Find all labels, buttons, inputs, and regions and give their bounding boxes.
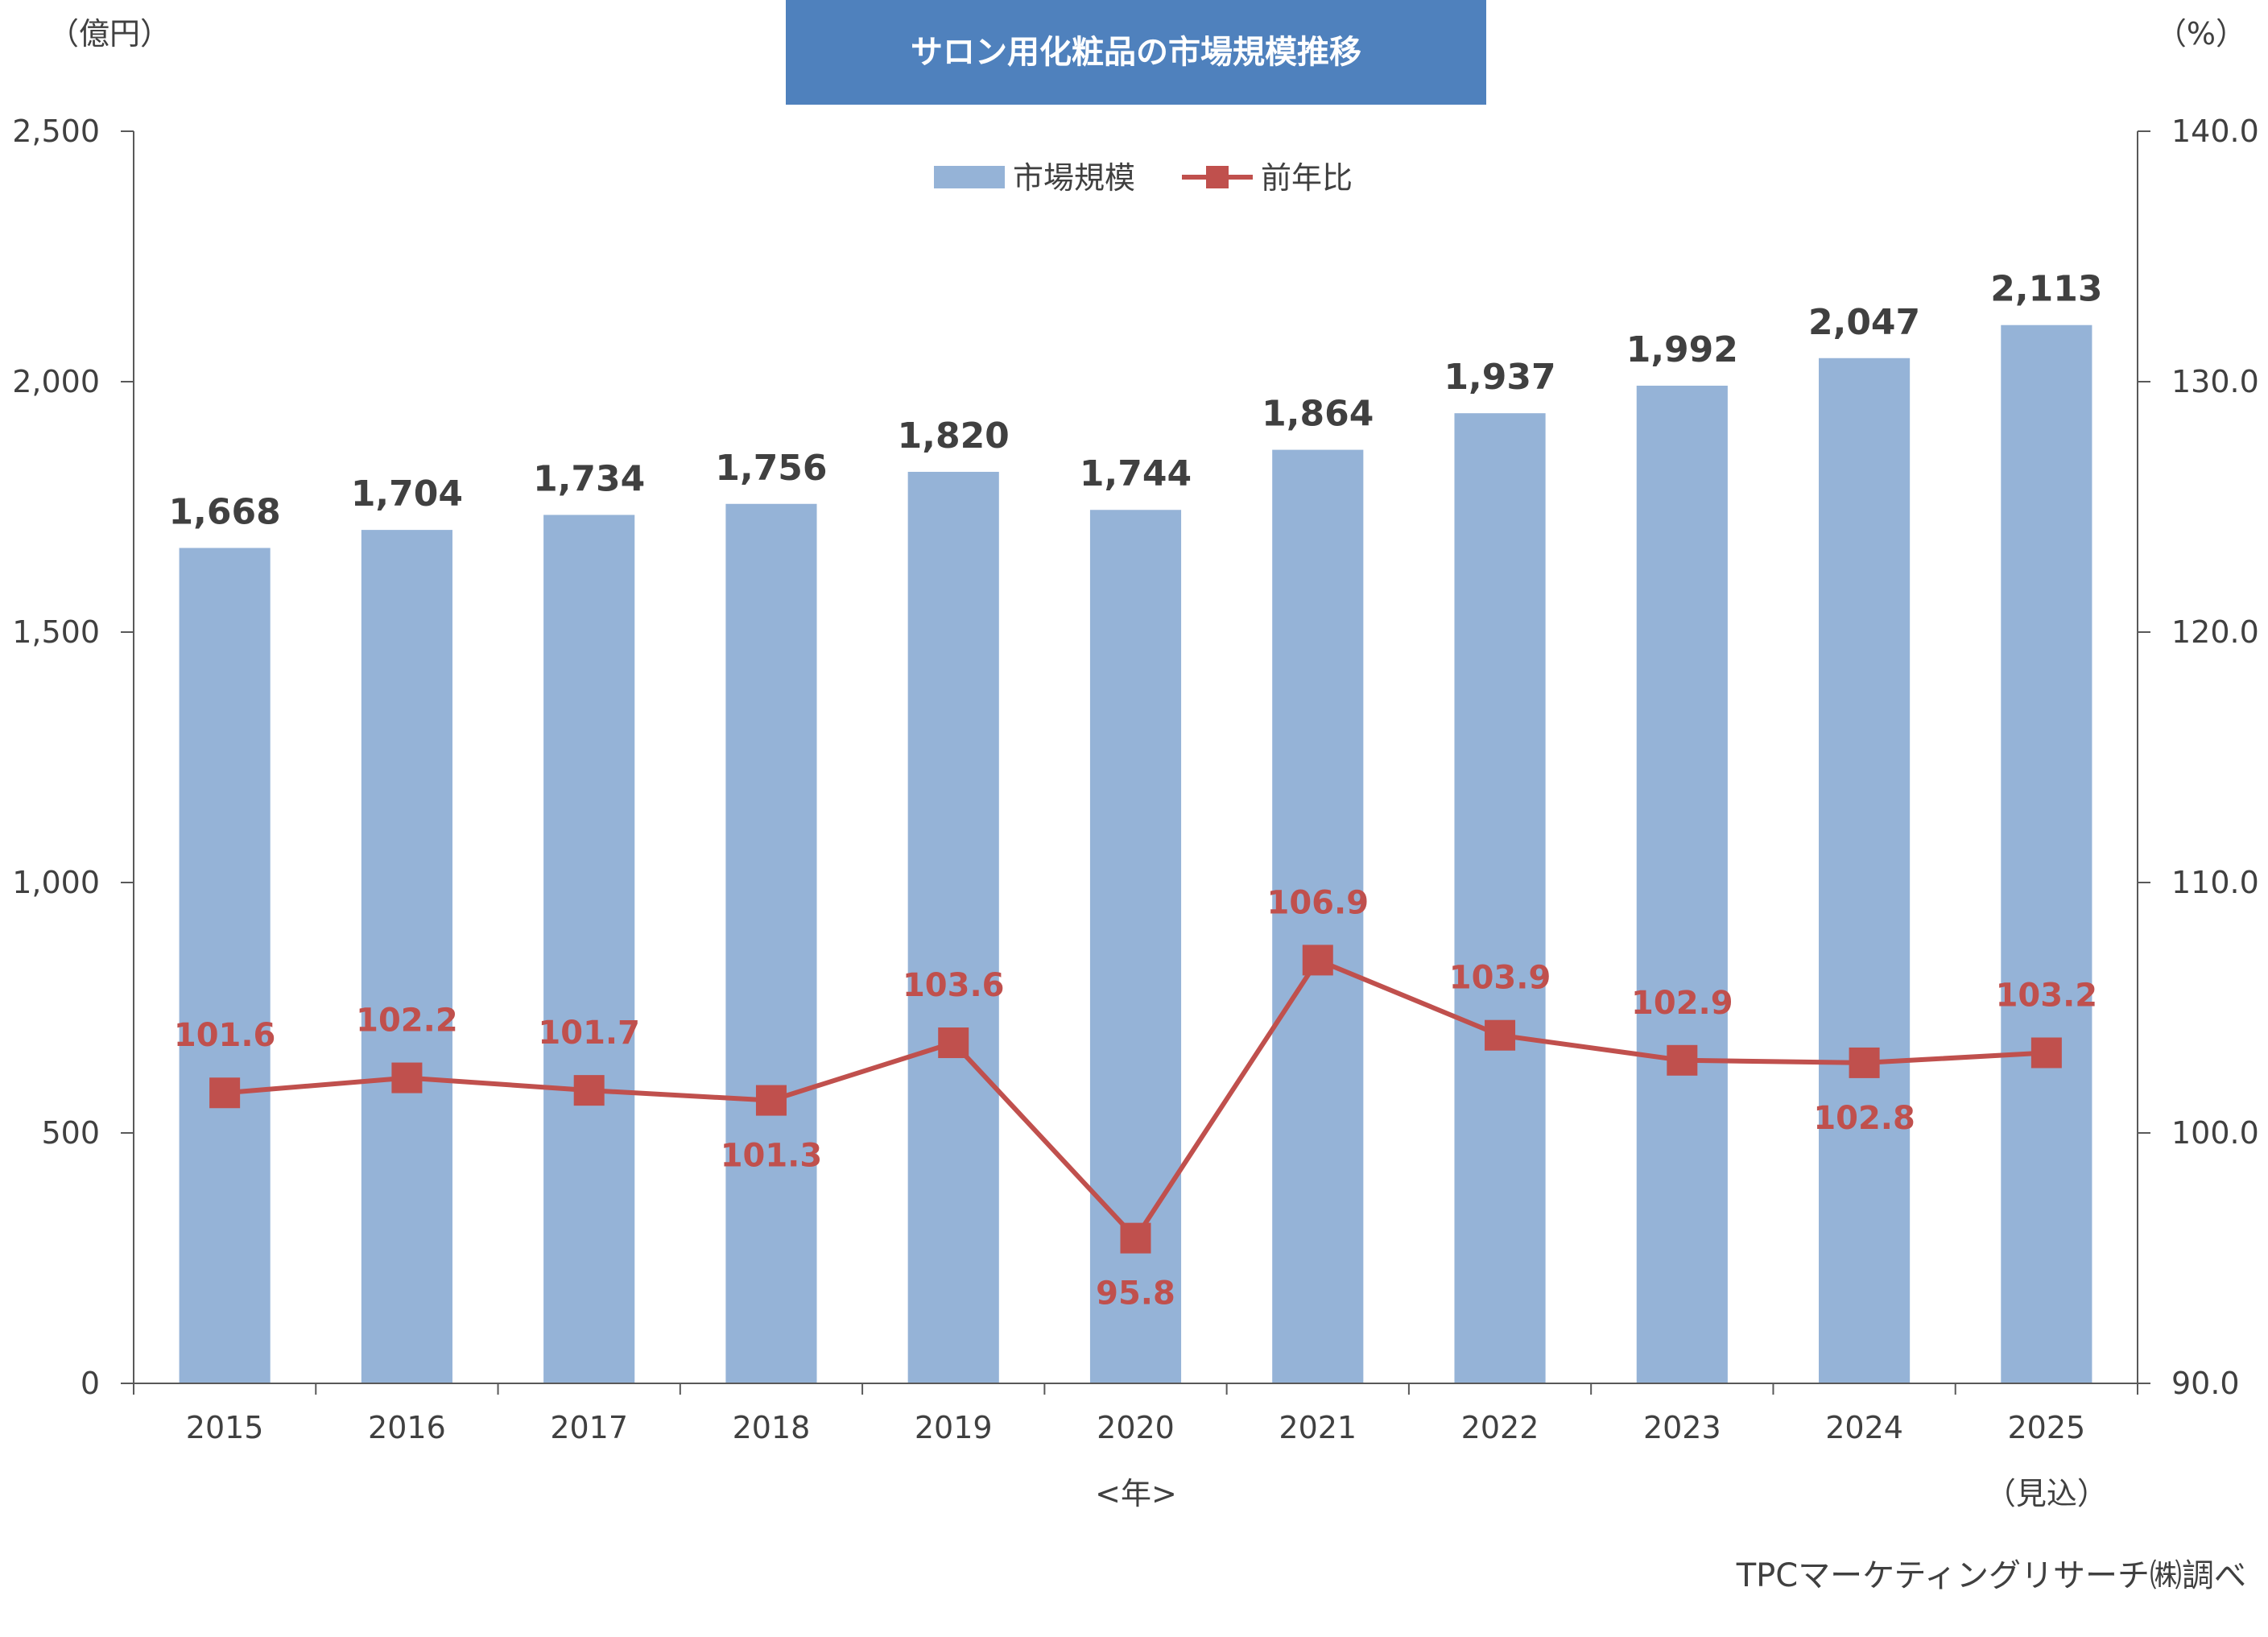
x-tick-label: 2018 [733,1410,811,1445]
bar-value-labels: 1,668 1,704 1,734 1,756 1,820 1,744 1,864 1,937… [169,269,2103,533]
line-label-2018: 101.3 [721,1138,823,1175]
bar-label-2022: 1,937 [1444,357,1555,398]
left-tick-label: 1,500 [12,614,100,650]
legend-bar-swatch [934,166,1005,188]
bar-2018 [725,504,816,1383]
left-axis-ticks: 0 500 1,000 1,500 2,000 2,500 [12,114,134,1401]
bar-2015 [180,548,271,1383]
line-label-2025: 103.2 [1996,977,2098,1014]
source-note: TPCマーケティングリサーチ㈱調べ [1736,1557,2246,1594]
left-tick-label: 2,500 [12,114,100,149]
line-marker-2025 [2031,1037,2062,1068]
chart-title: サロン用化粧品の市場規模推移 [911,34,1361,71]
line-label-2023: 102.9 [1631,985,1733,1022]
legend-bar-label: 市場規模 [1013,160,1135,196]
left-tick-label: 2,000 [12,364,100,399]
line-label-2021: 106.9 [1267,884,1369,921]
line-label-2022: 103.9 [1449,960,1551,997]
legend-line-marker [1206,166,1229,188]
x-tick-label: 2016 [368,1410,446,1445]
combo-chart: サロン用化粧品の市場規模推移 （億円） （%） 市場規模 前年比 0 500 1,0… [0,0,2268,1637]
bar-2016 [361,530,452,1383]
left-tick-label: 1,000 [12,865,100,900]
line-label-2015: 101.6 [174,1017,276,1054]
x-tick-label: 2015 [186,1410,264,1445]
left-tick-label: 0 [81,1366,100,1401]
line-marker-2020 [1121,1223,1151,1254]
x-axis-note: （見込） [1985,1476,2108,1511]
chart-root: サロン用化粧品の市場規模推移 （億円） （%） 市場規模 前年比 0 500 1,0… [0,0,2268,1637]
line-marker-2017 [574,1075,605,1106]
line-marker-2023 [1667,1045,1697,1076]
legend: 市場規模 前年比 [934,160,1353,196]
bar-label-2025: 2,113 [1990,269,2102,310]
bar-label-2016: 1,704 [351,473,463,515]
x-tick-label: 2022 [1461,1410,1539,1445]
bar-label-2023: 1,992 [1626,329,1738,370]
x-tick-label: 2019 [915,1410,993,1445]
bar-label-2021: 1,864 [1262,394,1374,435]
right-axis-ticks: 90.0 100.0 110.0 120.0 130.0 140.0 [2138,114,2259,1401]
x-tick-label: 2017 [550,1410,628,1445]
bar-label-2020: 1,744 [1080,453,1192,494]
right-tick-label: 90.0 [2171,1366,2240,1401]
left-tick-label: 500 [41,1115,100,1151]
left-axis-unit: （億円） [48,16,171,52]
line-label-2016: 102.2 [356,1002,458,1040]
line-marker-2018 [756,1085,787,1116]
x-axis-ticks: 2015 2016 2017 2018 2019 2020 2021 2022 2023 2024… [134,1383,2138,1445]
bar-2017 [543,515,634,1383]
right-tick-label: 130.0 [2171,364,2259,399]
line-label-2024: 102.8 [1813,1100,1915,1137]
bar-label-2018: 1,756 [715,448,827,489]
bar-2025 [2001,325,2092,1383]
x-tick-label: 2023 [1643,1410,1721,1445]
line-marker-2019 [938,1027,969,1058]
bar-2024 [1819,358,1910,1383]
line-label-2020: 95.8 [1096,1275,1175,1312]
bar-2022 [1454,413,1545,1383]
legend-line-label: 前年比 [1261,160,1353,196]
line-label-2019: 103.6 [903,967,1005,1004]
right-tick-label: 110.0 [2171,865,2259,900]
line-marker-2022 [1485,1020,1515,1051]
bar-label-2019: 1,820 [898,415,1010,457]
x-tick-label: 2025 [2008,1410,2086,1445]
line-marker-2015 [209,1077,240,1108]
bar-label-2017: 1,734 [533,458,645,499]
x-axis-title: <年> [1095,1476,1177,1511]
right-axis-unit: （%） [2156,16,2246,52]
line-marker-2024 [1849,1048,1880,1078]
right-tick-label: 140.0 [2171,114,2259,149]
x-tick-label: 2024 [1825,1410,1903,1445]
bar-2023 [1637,386,1728,1383]
bar-label-2024: 2,047 [1808,302,1920,343]
bar-label-2015: 1,668 [169,492,281,533]
right-tick-label: 120.0 [2171,614,2259,650]
x-tick-label: 2020 [1097,1410,1175,1445]
line-marker-2021 [1303,945,1333,975]
bar-2019 [908,472,999,1383]
line-marker-2016 [391,1063,422,1093]
right-tick-label: 100.0 [2171,1115,2259,1151]
x-tick-label: 2021 [1279,1410,1357,1445]
line-label-2017: 101.7 [538,1015,640,1052]
